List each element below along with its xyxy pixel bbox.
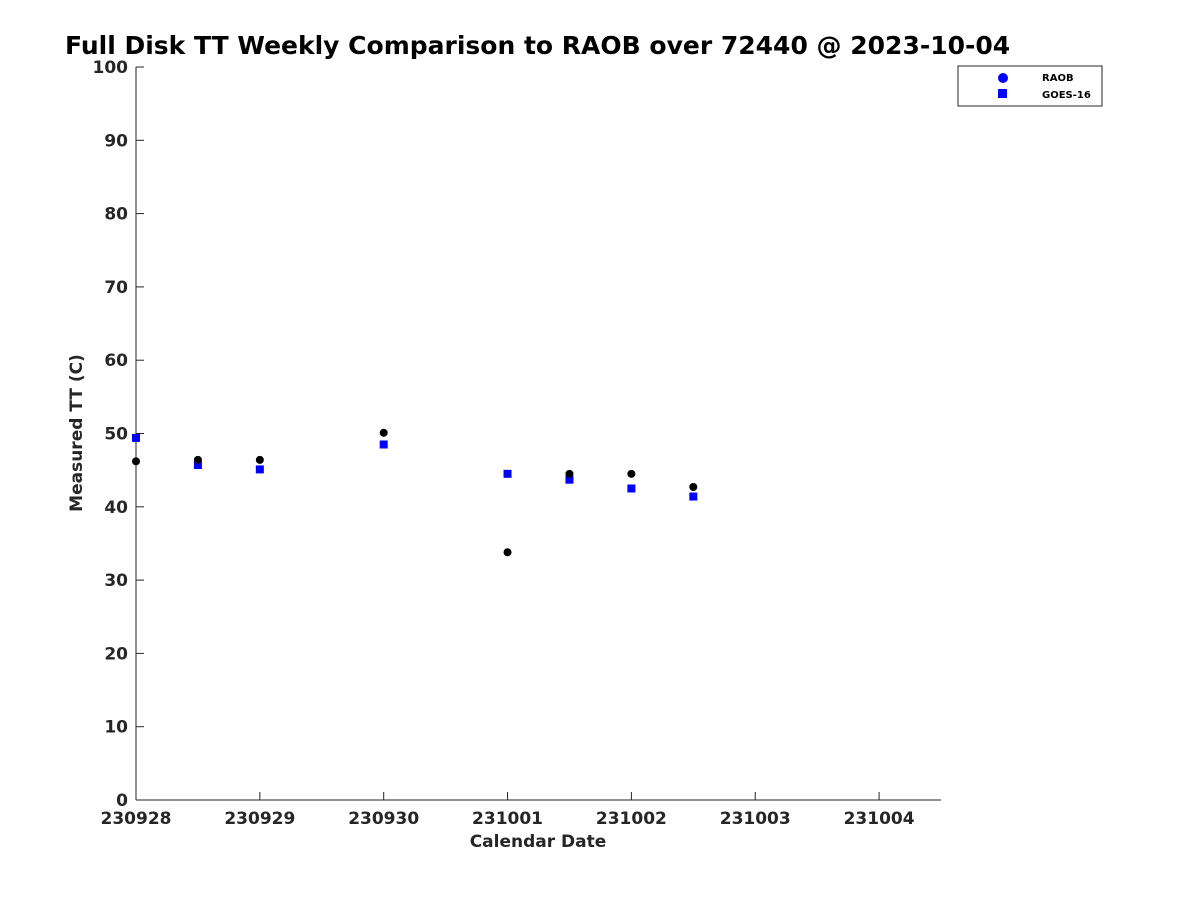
y-tick-label: 70 — [104, 278, 128, 298]
goes16-point — [255, 465, 264, 474]
x-tick-label: 231003 — [720, 809, 791, 829]
goes16-point — [132, 433, 140, 442]
y-ticks: 0 10 20 30 40 50 60 70 80 90 100 — [93, 58, 144, 811]
x-tick-label: 231002 — [596, 809, 667, 829]
y-tick-label: 40 — [104, 498, 128, 518]
goes16-point — [503, 469, 512, 478]
raob-point — [689, 483, 698, 492]
y-tick-label: 0 — [116, 791, 128, 811]
raob-point — [255, 455, 264, 464]
y-tick-label: 50 — [104, 425, 128, 445]
y-tick-label: 10 — [104, 718, 128, 738]
x-tick-label: 230928 — [101, 809, 172, 829]
y-tick-label: 60 — [104, 351, 128, 371]
y-tick-label: 20 — [104, 644, 128, 664]
goes16-point — [193, 461, 202, 470]
x-tick-label: 231001 — [472, 809, 543, 829]
legend-goes16-label: GOES-16 — [1042, 90, 1091, 101]
goes16-point — [627, 484, 636, 493]
raob-point — [379, 428, 388, 437]
x-axis-label: Calendar Date — [470, 832, 607, 852]
raob-point — [627, 469, 636, 478]
y-tick-label: 30 — [104, 571, 128, 591]
legend-box — [957, 65, 1103, 107]
y-tick-label: 90 — [104, 131, 128, 151]
legend: RAOB GOES-16 — [957, 65, 1103, 107]
x-tick-label: 231004 — [844, 809, 915, 829]
x-tick-label: 230929 — [224, 809, 295, 829]
goes16-point — [565, 475, 574, 484]
raob-point — [565, 469, 574, 478]
legend-raob-label: RAOB — [1042, 73, 1074, 84]
raob-point — [193, 455, 202, 464]
goes16-point — [379, 440, 388, 449]
y-tick-label: 80 — [104, 205, 128, 225]
y-axis-label: Measured TT (C) — [67, 354, 87, 512]
x-tick-label: 230930 — [348, 809, 419, 829]
goes16-point — [689, 492, 698, 501]
plot-area — [135, 67, 941, 801]
raob-point — [503, 548, 512, 557]
data-points — [132, 428, 698, 557]
chart-title: Full Disk TT Weekly Comparison to RAOB o… — [65, 31, 1010, 60]
raob-point — [132, 457, 140, 466]
x-ticks: 230928 230929 230930 231001 231002 231003 2310… — [101, 792, 915, 829]
legend-goes16-marker — [998, 89, 1007, 98]
y-tick-label: 100 — [93, 58, 129, 78]
legend-raob-marker — [998, 73, 1008, 83]
